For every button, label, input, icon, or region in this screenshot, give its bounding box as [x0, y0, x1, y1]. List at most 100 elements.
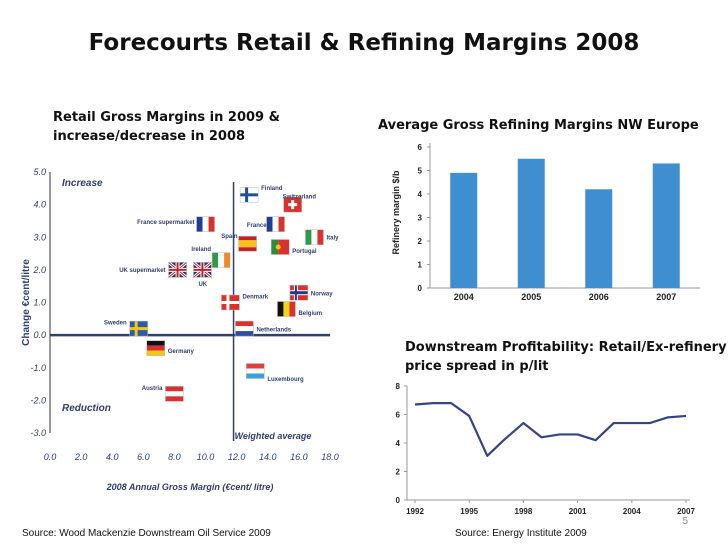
line-x-tick-label: 1998 [515, 507, 533, 516]
scatter-point-label: Netherlands [256, 328, 291, 334]
ireland-flag-icon [211, 252, 231, 268]
slide-title: Forecourts Retail & Refining Margins 200… [88, 30, 640, 56]
portugal-flag-icon [270, 239, 290, 255]
bars-x-tick-label: 2004 [454, 292, 474, 302]
scatter-y-tick-label: 4.0 [33, 200, 46, 210]
scatter-point-label: Italy [326, 235, 339, 241]
scatter-point-label: Portugal [292, 249, 317, 255]
bars-y-tick-label: 4 [418, 190, 423, 199]
line-subtitle-line2: price spread in p/lit [405, 359, 549, 374]
scatter-x-tick-label: 0.0 [44, 452, 57, 462]
finland-flag-icon [239, 187, 259, 203]
uk-flag-icon [167, 261, 188, 279]
scatter-point-label: UK supermarket [119, 268, 165, 274]
luxembourg-flag-icon [246, 363, 265, 379]
line-y-tick-label: 0 [396, 496, 401, 505]
scatter-y-tick-label: 3.0 [33, 232, 46, 242]
bars-y-tick-label: 5 [418, 167, 423, 176]
scatter-x-tick-label: 10.0 [197, 452, 215, 462]
scatter-point-label: Denmark [242, 295, 268, 301]
switzerland-flag-icon [283, 196, 302, 213]
scatter-point-label: France supermarket [137, 220, 194, 226]
line-x-tick-label: 1995 [460, 507, 478, 516]
refining-margin-bar [585, 189, 613, 288]
scatter-x-tick-label: 18.0 [321, 452, 339, 462]
spain-flag-icon [238, 236, 257, 252]
scatter-point-label: Sweden [104, 321, 127, 327]
scatter-point-label: Ireland [191, 247, 211, 253]
denmark-flag-icon [221, 294, 240, 311]
scatter-point-label: France [247, 223, 267, 229]
line-y-tick-label: 4 [396, 439, 401, 448]
scatter-x-tick-label: 14.0 [259, 452, 277, 462]
scatter-plot-area: 5.0 4.0 3.0 2.0 1.0 0.0 -1.0 -2.0 -3.0 0.0 2.0 4.0 6… [21, 167, 339, 492]
germany-flag-icon [146, 340, 166, 356]
increase-annotation: Increase [62, 178, 103, 189]
refining-margin-bar [450, 172, 478, 288]
scatter-point-label: Belgium [298, 311, 322, 317]
france-flag-icon [196, 216, 215, 232]
scatter-point-label: Finland [261, 186, 283, 192]
line-x-tick-label: 2001 [569, 507, 587, 516]
scatter-y-tick-label: 1.0 [33, 298, 46, 308]
bars-y-tick-label: 0 [418, 284, 423, 293]
scatter-x-tick-label: 8.0 [168, 452, 181, 462]
line-x-tick-label: 2007 [677, 507, 695, 516]
uk-flag-icon [192, 261, 213, 279]
scatter-subtitle-line1: Retail Gross Margins in 2009 & [53, 110, 280, 125]
italy-flag-icon [305, 229, 324, 245]
refining-margin-bar [517, 158, 545, 288]
scatter-point-label: Austria [142, 386, 163, 392]
scatter-x-axis-label: 2008 Annual Gross Margin (€cent/ litre) [106, 482, 274, 492]
bars-y-tick-label: 6 [418, 143, 423, 152]
sweden-flag-icon [129, 320, 148, 337]
line-subtitle-line1: Downstream Profitability: Retail/Ex-refi… [405, 340, 727, 355]
line-x-tick-label: 1992 [406, 507, 424, 516]
austria-flag-icon [165, 386, 184, 402]
refining-margin-bar [652, 163, 680, 288]
scatter-x-tick-label: 2.0 [74, 452, 88, 462]
scatter-y-tick-label: 0.0 [33, 330, 46, 340]
scatter-subtitle-line2: increase/decrease in 2008 [53, 129, 246, 144]
scatter-y-tick-label: -2.0 [30, 395, 46, 405]
belgium-flag-icon [277, 301, 296, 317]
retail-spread-line-chart: 0 2 4 6 8 1992 1995 1998 2001 2004 2007 [396, 382, 696, 516]
scatter-point-label: Norway [311, 292, 333, 298]
line-y-tick-label: 2 [396, 468, 401, 477]
scatter-point-label: Luxembourg [267, 377, 304, 383]
bars-subtitle: Average Gross Refining Margins NW Europe [378, 118, 699, 133]
scatter-point-label: Germany [168, 349, 195, 355]
scatter-point-label: UK [198, 282, 207, 288]
scatter-point-label: Spain [221, 234, 238, 240]
reduction-annotation: Reduction [62, 403, 111, 414]
scatter-y-axis-label: Change €cent/litre [21, 259, 32, 346]
norway-flag-icon [289, 284, 309, 301]
scatter-subtitle: Retail Gross Margins in 2009 & increase/… [53, 108, 280, 146]
spread-series-line [414, 402, 687, 457]
netherlands-flag-icon [235, 320, 254, 337]
scatter-y-tick-label: -1.0 [30, 363, 46, 373]
scatter-y-tick-label: -3.0 [30, 428, 46, 438]
scatter-x-tick-label: 16.0 [290, 452, 308, 462]
bars-x-tick-label: 2007 [656, 292, 676, 302]
line-x-tick-label: 2004 [623, 507, 641, 516]
bars-y-tick-label: 2 [418, 237, 423, 246]
bars-x-tick-label: 2006 [589, 292, 609, 302]
bars-x-tick-label: 2005 [521, 292, 541, 302]
scatter-x-tick-label: 4.0 [106, 452, 119, 462]
line-source: Source: Energy Institute 2009 [455, 528, 587, 539]
line-y-tick-label: 6 [396, 411, 401, 420]
bars-y-axis-label: Refinery margin $/b [391, 170, 401, 255]
bars-y-tick-label: 1 [418, 261, 423, 270]
scatter-source: Source: Wood Mackenzie Downstream Oil Se… [22, 528, 271, 539]
line-subtitle: Downstream Profitability: Retail/Ex-refi… [405, 338, 727, 376]
scatter-x-tick-label: 6.0 [137, 452, 150, 462]
france-flag-icon [266, 216, 285, 232]
refining-margin-bar-chart: 0 1 2 3 4 5 6 2004 2005 2006 2007 Refinery margin $… [391, 143, 700, 302]
scatter-x-tick-label: 12.0 [228, 452, 246, 462]
page-number: 5 [682, 516, 688, 527]
scatter-y-tick-label: 2.0 [32, 265, 46, 275]
line-y-tick-label: 8 [396, 382, 401, 391]
bars-y-tick-label: 3 [418, 214, 423, 223]
